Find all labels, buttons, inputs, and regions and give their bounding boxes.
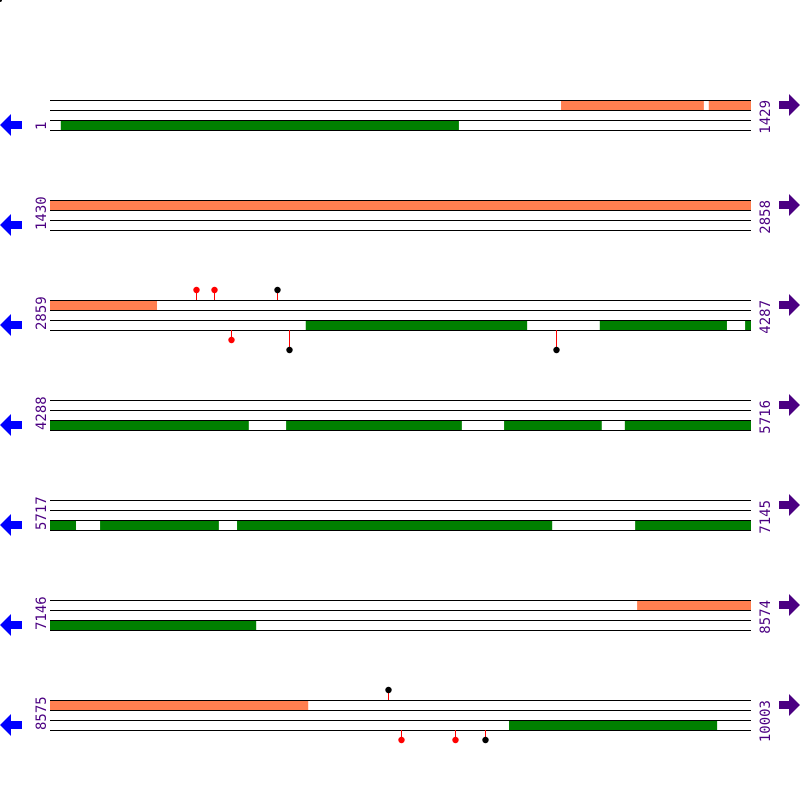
row-start-label: 8575 bbox=[34, 696, 50, 730]
row-start-label: 5717 bbox=[34, 496, 50, 530]
map-row: 5717 7145 bbox=[0, 494, 800, 536]
map-row: 4288 5716 bbox=[0, 394, 800, 436]
reverse-feature bbox=[305, 320, 528, 330]
row-end-label: 4287 bbox=[758, 300, 774, 334]
site-marker bbox=[482, 736, 489, 744]
left-arrow-icon bbox=[0, 314, 22, 336]
row-end-label: 2858 bbox=[758, 200, 774, 234]
reverse-feature bbox=[624, 420, 751, 430]
reverse-feature bbox=[599, 320, 727, 330]
left-arrow-icon bbox=[0, 214, 22, 236]
row-end-label: 10003 bbox=[758, 700, 774, 742]
site-marker bbox=[193, 286, 200, 294]
right-arrow-icon bbox=[779, 294, 800, 316]
row-start-label: 2859 bbox=[34, 296, 50, 330]
reverse-feature bbox=[50, 420, 249, 430]
left-arrow-icon bbox=[0, 114, 22, 136]
map-row: 1 1429 bbox=[0, 94, 800, 136]
reverse-feature bbox=[286, 420, 462, 430]
reverse-feature bbox=[237, 520, 553, 530]
forward-feature bbox=[708, 100, 751, 110]
right-arrow-icon bbox=[779, 394, 800, 416]
reverse-feature bbox=[508, 720, 718, 730]
row-end-label: 5716 bbox=[758, 400, 774, 434]
site-marker bbox=[228, 336, 235, 344]
forward-feature bbox=[50, 300, 158, 310]
row-start-label: 1 bbox=[34, 122, 50, 130]
reverse-feature bbox=[50, 520, 77, 530]
row-start-label: 7146 bbox=[34, 596, 50, 630]
corner-dot bbox=[0, 0, 2, 2]
row-start-label: 1430 bbox=[34, 196, 50, 230]
row-end-label: 8574 bbox=[758, 600, 774, 634]
forward-feature bbox=[50, 200, 751, 210]
left-arrow-icon bbox=[0, 714, 22, 736]
site-marker bbox=[286, 346, 293, 354]
row-end-label: 1429 bbox=[758, 100, 774, 134]
site-marker bbox=[211, 286, 218, 294]
map-row: 1430 2858 bbox=[0, 194, 800, 236]
forward-feature bbox=[561, 100, 704, 110]
reverse-feature bbox=[100, 520, 219, 530]
site-marker bbox=[452, 736, 459, 744]
right-arrow-icon bbox=[779, 694, 800, 716]
site-marker bbox=[385, 686, 392, 694]
left-arrow-icon bbox=[0, 514, 22, 536]
site-marker bbox=[553, 346, 560, 354]
reverse-feature bbox=[745, 320, 751, 330]
map-row: 7146 8574 bbox=[0, 594, 800, 636]
right-arrow-icon bbox=[779, 594, 800, 616]
site-marker bbox=[274, 286, 281, 294]
map-row: 8575 10003 bbox=[0, 686, 800, 744]
right-arrow-icon bbox=[779, 94, 800, 116]
right-arrow-icon bbox=[779, 194, 800, 216]
row-start-label: 4288 bbox=[34, 396, 50, 430]
reverse-feature bbox=[60, 120, 459, 130]
row-end-label: 7145 bbox=[758, 500, 774, 534]
reverse-feature bbox=[635, 520, 751, 530]
forward-feature bbox=[50, 700, 309, 710]
site-marker bbox=[398, 736, 405, 744]
left-arrow-icon bbox=[0, 614, 22, 636]
forward-feature bbox=[637, 600, 751, 610]
map-row: 2859 4287 bbox=[0, 286, 800, 354]
left-arrow-icon bbox=[0, 414, 22, 436]
reverse-feature bbox=[50, 620, 257, 630]
reverse-feature bbox=[504, 420, 602, 430]
right-arrow-icon bbox=[779, 494, 800, 516]
